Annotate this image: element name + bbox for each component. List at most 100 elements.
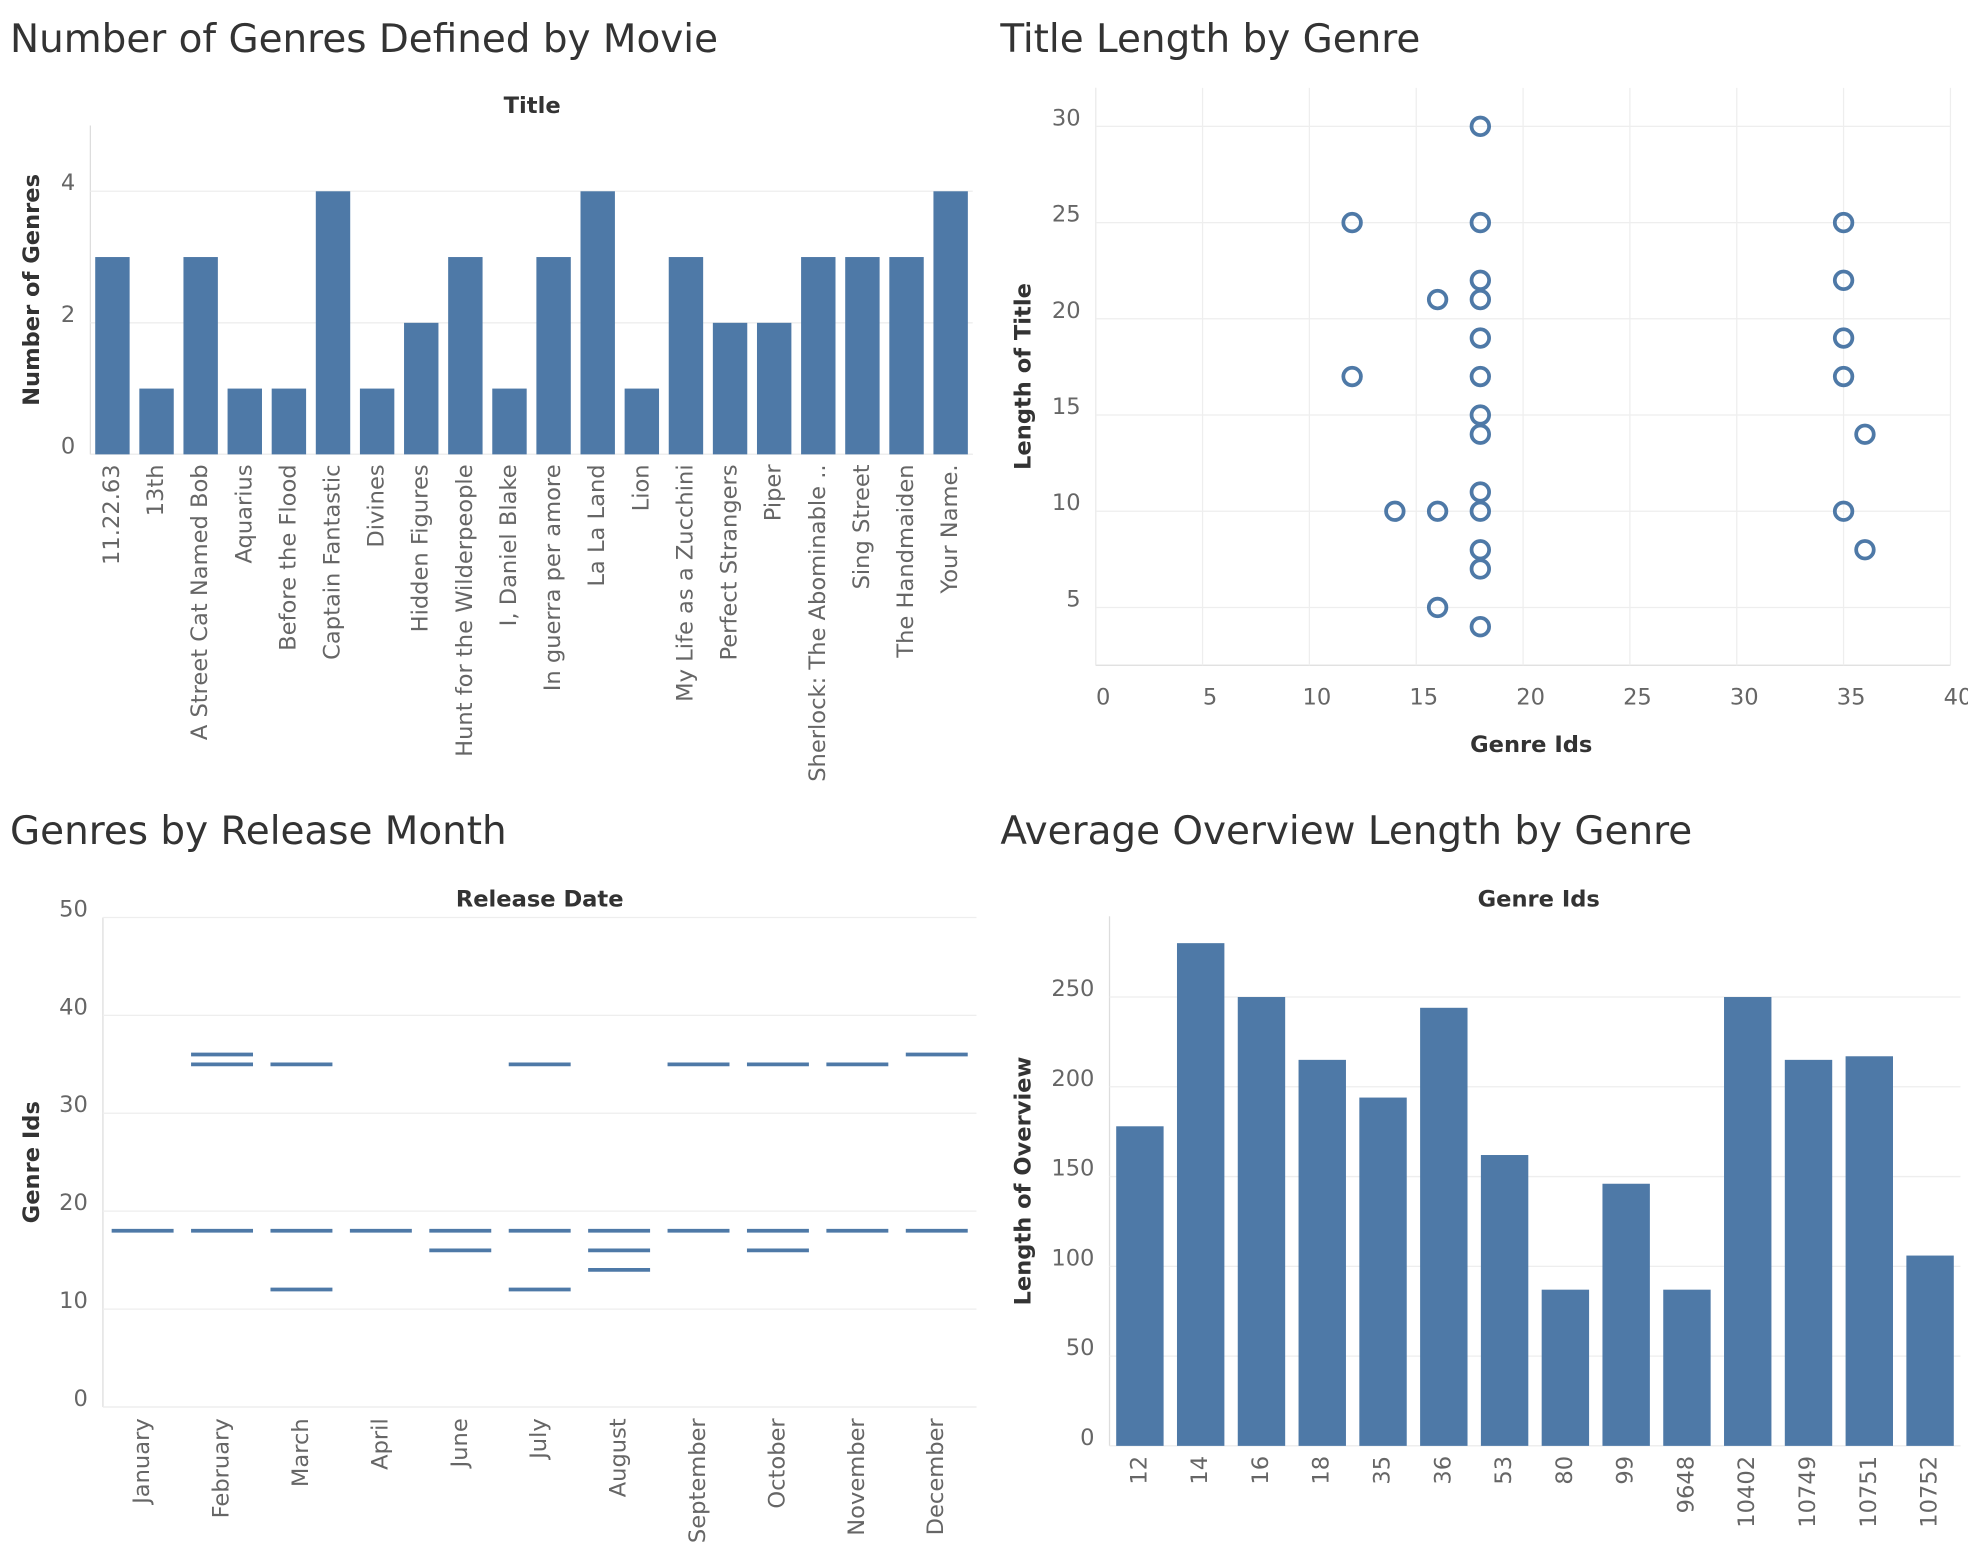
bar bbox=[1237, 997, 1286, 1446]
y-tick-label: 40 bbox=[59, 994, 88, 1020]
y-tick-label: 2 bbox=[61, 302, 75, 328]
x-tick-label: 99 bbox=[1613, 1456, 1639, 1485]
x-tick-label: 40 bbox=[1944, 684, 1968, 710]
chart-title: Title Length by Genre bbox=[999, 17, 1420, 62]
y-tick-label: 0 bbox=[73, 1386, 87, 1412]
x-tick-label: My Life as a Zucchini bbox=[672, 464, 698, 701]
point bbox=[1854, 539, 1876, 561]
x-axis-title: Title bbox=[504, 93, 561, 119]
bar bbox=[1359, 1097, 1407, 1446]
point bbox=[1832, 269, 1855, 291]
y-tick-label: 5 bbox=[1066, 586, 1080, 612]
x-tick-label: February bbox=[209, 1418, 235, 1518]
bar bbox=[1176, 943, 1225, 1446]
x-tick-label: Sherlock: The Abominable .. bbox=[805, 464, 831, 781]
x-tick-label: 36 bbox=[1430, 1456, 1456, 1485]
bar bbox=[183, 257, 218, 455]
point bbox=[1469, 539, 1491, 561]
x-tick-label: I, Daniel Blake bbox=[496, 464, 522, 626]
point bbox=[1832, 500, 1855, 522]
x-tick-label: 80 bbox=[1552, 1456, 1578, 1485]
bar bbox=[712, 322, 748, 455]
x-tick-label: April bbox=[367, 1418, 393, 1470]
point bbox=[1426, 288, 1449, 311]
x-tick-label: Perfect Strangers bbox=[717, 464, 743, 660]
x-tick-label: 35 bbox=[1370, 1456, 1396, 1485]
bar bbox=[668, 257, 704, 455]
x-tick-label: Piper bbox=[761, 464, 787, 522]
point bbox=[1469, 481, 1491, 503]
bar bbox=[1602, 1183, 1650, 1446]
point bbox=[1384, 500, 1406, 522]
y-tick-label: 30 bbox=[59, 1092, 88, 1118]
point bbox=[1832, 211, 1855, 234]
y-tick-label: 15 bbox=[1052, 394, 1081, 420]
y-tick-label: 50 bbox=[59, 896, 88, 922]
bar bbox=[756, 322, 792, 455]
y-axis-title: Length of Overview bbox=[1011, 1056, 1037, 1305]
x-tick-label: Divines bbox=[364, 464, 390, 547]
bar bbox=[95, 257, 130, 455]
x-tick-label: Before the Flood bbox=[275, 464, 301, 650]
y-axis-title: Number of Genres bbox=[19, 174, 45, 406]
bar bbox=[1420, 1007, 1468, 1446]
x-tick-label: 5 bbox=[1203, 684, 1217, 710]
point bbox=[1469, 288, 1491, 311]
point bbox=[1832, 365, 1855, 388]
point bbox=[1469, 558, 1491, 580]
bar bbox=[1541, 1289, 1590, 1446]
bar bbox=[1784, 1059, 1833, 1446]
x-tick-label: 10752 bbox=[1917, 1456, 1943, 1528]
x-tick-label: Captain Fantastic bbox=[320, 464, 346, 659]
bar bbox=[139, 388, 174, 455]
y-tick-label: 10 bbox=[1052, 490, 1081, 516]
x-tick-label: 53 bbox=[1491, 1456, 1517, 1485]
y-tick-label: 30 bbox=[1052, 105, 1081, 131]
y-tick-label: 20 bbox=[1052, 298, 1081, 324]
x-axis-title: Genre Ids bbox=[1478, 886, 1600, 912]
x-tick-label: In guerra per amore bbox=[540, 464, 566, 691]
x-tick-label: 35 bbox=[1837, 684, 1866, 710]
y-tick-label: 25 bbox=[1052, 202, 1081, 228]
x-tick-label: 20 bbox=[1516, 684, 1545, 710]
point bbox=[1469, 327, 1491, 349]
x-tick-label: 10749 bbox=[1795, 1456, 1821, 1528]
point bbox=[1832, 327, 1855, 349]
bar bbox=[404, 322, 439, 455]
bar bbox=[1298, 1059, 1346, 1446]
x-tick-label: July bbox=[526, 1418, 552, 1461]
x-tick-label: Aquarius bbox=[231, 464, 257, 563]
point bbox=[1854, 423, 1876, 445]
x-tick-label: 10751 bbox=[1856, 1456, 1882, 1528]
x-tick-label: Lion bbox=[628, 464, 654, 511]
x-tick-label: 0 bbox=[1096, 684, 1110, 710]
point bbox=[1469, 115, 1491, 138]
bar bbox=[1906, 1255, 1954, 1446]
y-tick-label: 50 bbox=[1066, 1335, 1095, 1361]
bar bbox=[1724, 997, 1772, 1446]
bar bbox=[624, 388, 660, 455]
x-tick-label: 30 bbox=[1730, 684, 1759, 710]
x-tick-label: Sing Street bbox=[849, 464, 875, 589]
x-tick-label: 9648 bbox=[1673, 1456, 1699, 1513]
point bbox=[1426, 596, 1449, 619]
point bbox=[1469, 423, 1491, 445]
y-tick-label: 10 bbox=[59, 1288, 88, 1314]
bar bbox=[227, 388, 262, 455]
bar bbox=[580, 191, 615, 455]
bar bbox=[271, 388, 307, 455]
bar bbox=[536, 257, 571, 455]
x-tick-label: September bbox=[685, 1418, 711, 1544]
point bbox=[1469, 500, 1491, 522]
point bbox=[1426, 500, 1449, 522]
y-axis-title: Length of Title bbox=[1011, 283, 1037, 470]
y-tick-label: 200 bbox=[1051, 1066, 1094, 1092]
y-axis-title: Genre Ids bbox=[19, 1101, 45, 1223]
bar bbox=[1663, 1289, 1711, 1446]
point bbox=[1469, 269, 1491, 291]
x-tick-label: Hidden Figures bbox=[408, 464, 434, 632]
x-tick-label: 14 bbox=[1187, 1456, 1213, 1485]
chart-title: Number of Genres Defined by Movie bbox=[10, 17, 718, 62]
x-axis-title: Genre Ids bbox=[1470, 732, 1592, 758]
